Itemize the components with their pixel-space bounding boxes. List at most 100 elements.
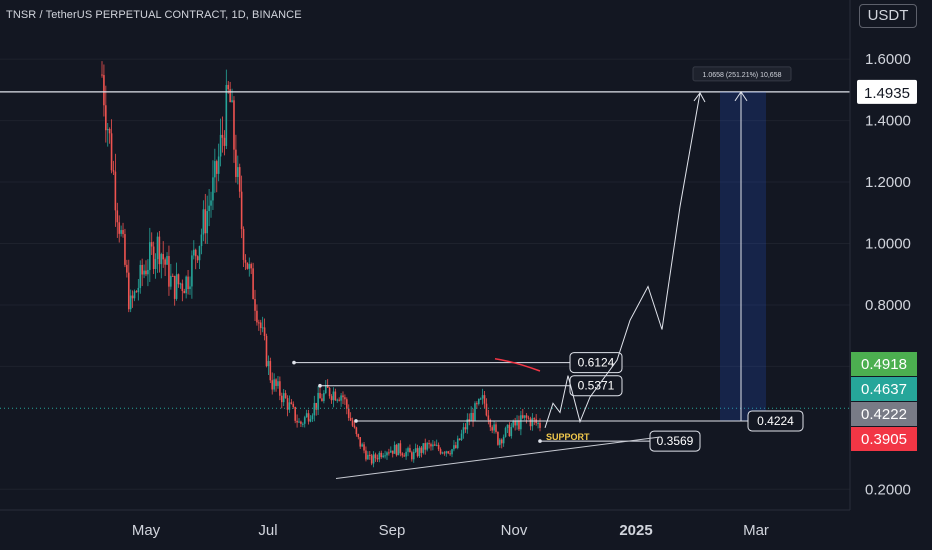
drawings-layer: 1.0658 (251.21%) 10,658 0.6124 0.5371 0.422… [0,66,850,480]
candle-body [273,379,275,390]
candle-body [391,450,394,454]
y-tick-label: 1.6000 [865,51,911,68]
candle-body [235,149,237,177]
currency-selector[interactable]: USDT [859,4,917,28]
candle-body [395,444,398,456]
candle-body [437,444,440,450]
candle-body [116,210,119,223]
candle-body [133,291,136,299]
candle-body [204,209,207,234]
candle-body [434,444,436,446]
candle-body [523,415,526,418]
candle-body [103,75,105,106]
candle-body [390,450,392,453]
candle-body [131,295,134,299]
candle-body [361,444,363,447]
candle-body [353,425,356,428]
candle-body [510,427,513,437]
candle-body [284,393,287,399]
candle-body [428,443,430,445]
candle-body [330,396,333,401]
candle-body [225,84,228,146]
candle-body [493,424,495,431]
candle-body [367,454,369,460]
candle-body [236,167,239,177]
candle-body [261,327,264,329]
candle-body [267,361,270,367]
y-tick-label: 1.0000 [865,235,911,252]
candle-body [328,387,331,397]
candle-body [193,249,195,256]
candle-body [164,259,166,265]
candle-body [368,454,371,456]
candle-body [170,275,172,287]
candle-body [334,391,337,401]
candle-body [481,395,484,399]
level-anchor [538,439,542,443]
chart-title: TNSR / TetherUS PERPETUAL CONTRACT, 1D, … [6,9,302,21]
candle-body [506,424,509,428]
candle-body [453,445,455,450]
resistance-mark [494,357,541,372]
candle-body [198,246,201,261]
candle-body [533,418,536,420]
level-anchor [292,360,296,365]
x-tick-label: Nov [501,522,528,539]
candle-body [414,448,417,452]
candle-body [500,439,503,444]
candle-body [445,451,448,454]
candle-body [409,448,411,453]
candle-body [271,380,274,390]
candle-body [403,455,406,457]
price-tag-label: 0.4637 [861,381,907,398]
candle-body [520,415,522,430]
candle-body [166,256,168,265]
candle-body [508,424,511,437]
candle-body [349,417,352,421]
level-label: 0.3569 [657,434,694,448]
candle-body [252,268,254,300]
candle-body [460,433,463,440]
candle-body [464,427,467,430]
candle-body [374,454,377,459]
candle-body [386,452,388,456]
candle-body [292,403,295,407]
candle-body [514,420,516,426]
axes-layer: 1.60001.40001.20001.00000.80000.60000.20… [0,0,917,539]
measure-box [720,91,766,421]
candle-body [181,283,184,291]
candle-body [416,448,419,457]
candle-body [147,269,149,275]
candle-body [219,134,222,157]
candle-body [313,402,316,416]
candle-body [208,205,210,212]
candle-body [210,200,212,206]
candle-body [112,170,115,172]
candle-body [315,402,318,410]
measure-arrowhead [734,90,748,102]
candle-body [363,444,365,451]
candle-body [393,444,396,454]
candle-body [137,287,140,293]
candle-body [418,447,421,457]
level-label: 0.5371 [578,379,615,393]
candle-body [194,249,197,257]
price-tag-label: 0.4918 [861,356,907,373]
candle-body [326,384,329,388]
candle-body [531,418,534,427]
candle-body [420,447,423,453]
candle-body [504,427,507,437]
candle-body [359,437,362,447]
projection-path [544,92,701,428]
candle-body [430,444,432,447]
candle-body [405,451,407,457]
candle-body [200,234,203,247]
candle-body [324,384,327,394]
candle-body [141,264,143,275]
candle-body [248,264,251,269]
candle-body [279,381,281,396]
measure-label: 1.0658 (251.21%) 10,658 [702,72,781,79]
candle-body [357,434,360,438]
candle-body [451,449,453,455]
